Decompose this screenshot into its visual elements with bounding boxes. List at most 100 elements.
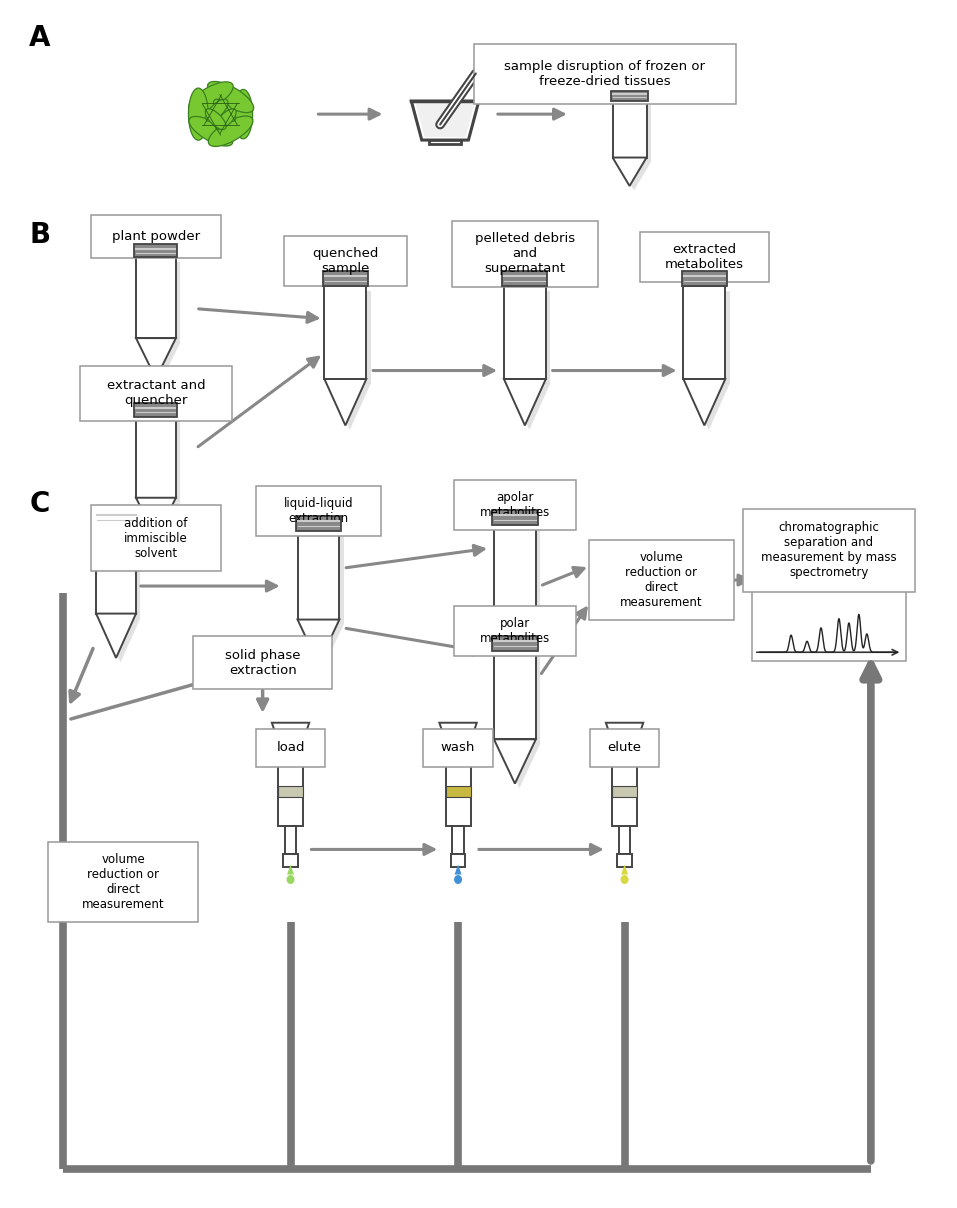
Text: plant powder: plant powder (112, 231, 200, 243)
Polygon shape (606, 722, 643, 742)
Polygon shape (455, 865, 461, 875)
Text: pelleted debris
and
supernatant: pelleted debris and supernatant (475, 232, 575, 275)
FancyBboxPatch shape (79, 366, 233, 422)
Bar (95, 510, 138, 525)
Bar (136, 257, 176, 338)
Bar (329, 291, 370, 383)
Bar (619, 826, 630, 854)
Text: apolar
metabolites: apolar metabolites (479, 492, 550, 519)
Polygon shape (499, 618, 541, 662)
Bar (451, 854, 465, 866)
Bar (688, 291, 730, 383)
FancyBboxPatch shape (590, 728, 659, 767)
Bar (285, 826, 296, 854)
Bar (323, 271, 368, 286)
Text: load: load (277, 742, 304, 754)
Ellipse shape (189, 88, 209, 140)
Bar (492, 635, 538, 651)
Ellipse shape (206, 99, 228, 122)
Polygon shape (494, 739, 536, 784)
FancyBboxPatch shape (256, 728, 325, 767)
Bar (683, 286, 725, 379)
Text: addition of
immiscible
solvent: addition of immiscible solvent (124, 517, 188, 559)
Bar (499, 529, 541, 618)
Polygon shape (621, 865, 628, 875)
FancyBboxPatch shape (91, 215, 221, 259)
Bar (502, 271, 547, 286)
Polygon shape (302, 625, 344, 668)
Bar (612, 742, 637, 826)
Text: extracted
metabolites: extracted metabolites (665, 243, 744, 271)
Polygon shape (614, 157, 644, 186)
Polygon shape (329, 383, 370, 430)
Polygon shape (617, 162, 651, 191)
Ellipse shape (620, 875, 629, 884)
Polygon shape (683, 379, 725, 425)
Bar (279, 757, 302, 785)
Polygon shape (612, 157, 647, 186)
Polygon shape (507, 382, 543, 425)
Polygon shape (494, 614, 536, 658)
FancyBboxPatch shape (474, 45, 736, 104)
Ellipse shape (215, 99, 242, 138)
Polygon shape (136, 338, 176, 378)
Text: wash: wash (441, 742, 476, 754)
Bar (751, 590, 906, 661)
Text: quenched
sample: quenched sample (312, 246, 379, 274)
Bar (494, 525, 536, 614)
Bar (134, 244, 177, 257)
Bar (681, 271, 727, 286)
Bar (617, 854, 632, 866)
Ellipse shape (286, 875, 295, 884)
Polygon shape (326, 323, 365, 425)
Polygon shape (298, 620, 340, 664)
Polygon shape (496, 583, 534, 658)
Polygon shape (272, 722, 309, 742)
Ellipse shape (200, 91, 226, 129)
Bar (617, 105, 651, 162)
Polygon shape (300, 575, 338, 626)
Polygon shape (324, 379, 367, 425)
FancyBboxPatch shape (454, 606, 576, 656)
Bar (447, 757, 470, 785)
Ellipse shape (234, 89, 253, 139)
Text: A: A (30, 24, 51, 52)
Text: extractant and
quencher: extractant and quencher (106, 379, 205, 407)
Bar (302, 535, 344, 625)
Bar (141, 422, 180, 503)
Bar (492, 510, 538, 525)
Bar (296, 516, 341, 532)
Text: C: C (30, 490, 50, 518)
Text: sample disruption of frozen or
freeze-dried tissues: sample disruption of frozen or freeze-dr… (504, 60, 705, 88)
Bar (100, 529, 141, 618)
Bar (446, 785, 471, 796)
Bar (499, 655, 541, 744)
FancyBboxPatch shape (256, 487, 381, 536)
Ellipse shape (208, 81, 254, 112)
Polygon shape (508, 383, 550, 430)
Bar (283, 854, 298, 866)
FancyBboxPatch shape (589, 540, 734, 620)
Bar (141, 262, 180, 343)
Bar (96, 525, 136, 614)
Ellipse shape (197, 93, 244, 114)
Polygon shape (415, 103, 475, 137)
Polygon shape (688, 383, 730, 430)
Ellipse shape (209, 116, 253, 146)
Polygon shape (499, 744, 541, 788)
Ellipse shape (189, 82, 234, 112)
FancyBboxPatch shape (192, 637, 332, 690)
Ellipse shape (215, 109, 236, 129)
Bar (504, 286, 545, 379)
Bar (134, 403, 177, 417)
Text: polar
metabolites: polar metabolites (479, 617, 550, 645)
Bar (453, 826, 464, 854)
Ellipse shape (213, 99, 235, 122)
Text: elute: elute (608, 742, 641, 754)
Polygon shape (439, 722, 477, 742)
Ellipse shape (454, 875, 462, 884)
Ellipse shape (206, 109, 226, 129)
Polygon shape (100, 618, 141, 662)
Bar (508, 291, 550, 383)
Bar (278, 742, 303, 826)
